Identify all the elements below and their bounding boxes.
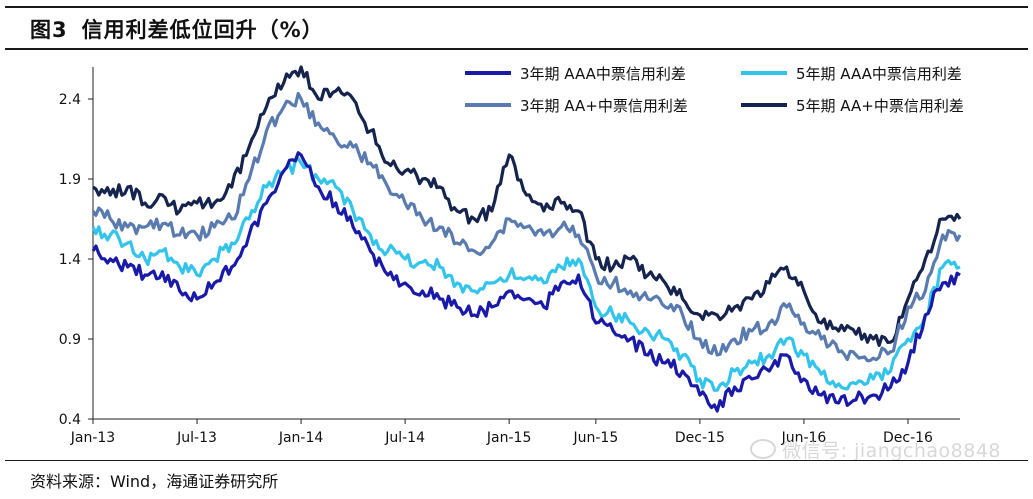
source-rule (5, 460, 1028, 461)
source-note: 资料来源：Wind，海通证券研究所 (30, 472, 279, 491)
chart-legend: 3年期 AAA中票信用利差 5年期 AAA中票信用利差 3年期 AA+中票信用利差 5… (465, 65, 964, 115)
watermark-text: 微信号: jiangchao8848 (782, 440, 1001, 462)
figure-label: 图3 (30, 18, 68, 42)
figure-title-text: 信用利差低位回升（%） (81, 18, 324, 42)
x-tick-label: Jun-15 (572, 430, 618, 446)
legend-label: 5年期 AAA中票信用利差 (796, 65, 962, 83)
watermark: 微信号: jiangchao8848 (750, 436, 1001, 463)
header-rule-top (5, 6, 1028, 8)
x-tick-label: Jul-14 (384, 430, 425, 446)
y-tick-label: 0.4 (59, 412, 81, 428)
legend-label: 5年期 AA+中票信用利差 (796, 97, 964, 115)
series-line (91, 156, 961, 392)
x-tick-label: Jan-13 (70, 430, 115, 446)
line-chart: 0.4 0.9 1.4 1.9 2.4 Jan-13 Jul-13 Jan-14 Jul-14 J… (59, 65, 964, 446)
x-tick-label: Dec-15 (675, 430, 725, 446)
legend-label: 3年期 AA+中票信用利差 (520, 97, 688, 115)
chart-axes: 0.4 0.9 1.4 1.9 2.4 Jan-13 Jul-13 Jan-14 Jul-14 J… (59, 67, 960, 446)
y-tick-label: 1.9 (59, 172, 81, 188)
series-line (91, 151, 961, 413)
x-tick-label: Jan-14 (278, 430, 324, 446)
figure-title: 图3 信用利差低位回升（%） (30, 14, 324, 44)
series-line (92, 65, 962, 347)
y-tick-label: 2.4 (59, 92, 81, 108)
figure-header: 图3 信用利差低位回升（%） (0, 0, 1033, 50)
wechat-icon (750, 439, 777, 459)
series-line (91, 91, 962, 363)
y-tick-label: 0.9 (59, 332, 81, 348)
x-tick-label: Dec-16 (883, 430, 933, 446)
y-tick-label: 1.4 (59, 252, 81, 268)
x-tick-label: Jan-15 (486, 430, 531, 446)
x-tick-label: Jun-16 (781, 430, 827, 446)
legend-label: 3年期 AAA中票信用利差 (520, 65, 686, 83)
chart-series-layer (91, 65, 962, 413)
header-rule-bottom (5, 48, 1028, 50)
x-tick-label: Jul-13 (176, 430, 217, 446)
